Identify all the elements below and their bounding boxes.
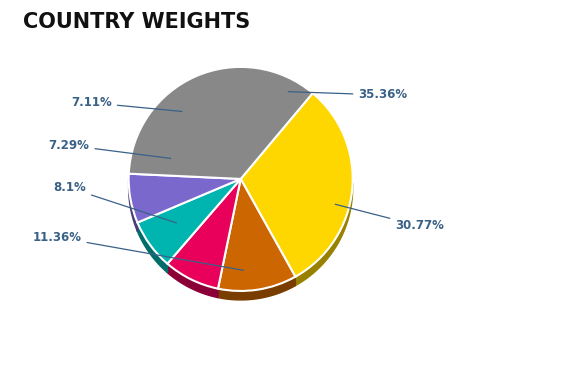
Wedge shape <box>218 179 295 291</box>
Wedge shape <box>241 93 353 277</box>
Polygon shape <box>137 223 167 273</box>
Wedge shape <box>137 179 241 264</box>
Wedge shape <box>129 67 313 179</box>
Polygon shape <box>218 277 295 300</box>
Text: 8.1%: 8.1% <box>53 181 177 223</box>
Polygon shape <box>129 180 137 231</box>
Text: COUNTRY WEIGHTS: COUNTRY WEIGHTS <box>23 12 251 32</box>
Polygon shape <box>167 264 218 298</box>
Text: 7.11%: 7.11% <box>71 96 182 112</box>
Text: 11.36%: 11.36% <box>33 231 244 270</box>
Text: 7.29%: 7.29% <box>49 139 171 158</box>
Text: 35.36%: 35.36% <box>288 88 407 102</box>
Polygon shape <box>295 183 353 286</box>
Wedge shape <box>167 179 241 289</box>
Text: 30.77%: 30.77% <box>335 204 444 233</box>
Wedge shape <box>129 173 241 223</box>
